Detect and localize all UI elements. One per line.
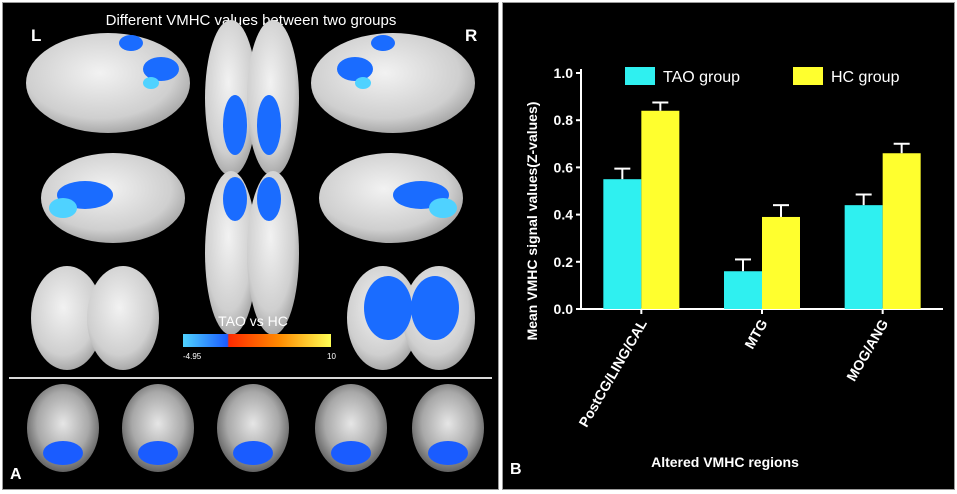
colorbar-max-label: 10 (327, 352, 336, 361)
colorbar-label: TAO vs HC (218, 313, 288, 329)
bar-tao-0 (603, 179, 642, 309)
axial-slice-4 (315, 384, 387, 472)
brain-right-lateral (311, 33, 475, 133)
axial-slices (27, 384, 484, 472)
y-tick-label: 1.0 (554, 65, 574, 81)
legend-swatch-0 (625, 67, 655, 85)
brain-inferior-view (205, 171, 299, 335)
y-tick-label: 0.6 (554, 159, 574, 175)
brain-superior-view (205, 20, 299, 176)
chart-legend: TAO group HC group (625, 67, 900, 86)
bar-tao-2 (844, 205, 883, 309)
chart-bars (603, 101, 921, 309)
panel-b-letter: B (510, 461, 522, 478)
brain-figure: Different VMHC values between two groups… (26, 12, 484, 472)
colorbar-min-label: -4.95 (183, 352, 202, 361)
y-tick-label: 0.4 (554, 207, 574, 223)
y-tick-label: 0.2 (554, 254, 574, 270)
brain-right-posterior (347, 266, 475, 370)
axial-slice-3 (217, 384, 289, 472)
legend-label-1: HC group (831, 69, 900, 86)
bar-tao-1 (724, 271, 762, 309)
brain-left-posterior (31, 266, 159, 370)
left-hemisphere-label: L (31, 26, 41, 45)
legend-label-0: TAO group (663, 69, 740, 86)
axial-slice-5 (412, 384, 484, 472)
x-tick-label: MOG/ANG (843, 316, 891, 383)
x-axis-label: Altered VMHC regions (651, 454, 799, 470)
bar-hc-1 (762, 216, 800, 309)
x-tick-label: PostCG/LING/CAL (575, 316, 650, 429)
brain-left-medial (41, 153, 185, 243)
brain-left-lateral (26, 33, 190, 133)
axial-slice-1 (27, 384, 99, 472)
panel-b-bar-chart: 0.0 0.2 0.4 0.6 0.8 1.0 PostCG/LING/CAL MTG MOG/… (502, 2, 955, 490)
right-hemisphere-label: R (465, 26, 477, 45)
axial-slice-2 (122, 384, 194, 472)
y-tick-label: 0.8 (554, 112, 574, 128)
panel-divider (9, 377, 492, 379)
bar-hc-2 (882, 153, 921, 309)
brain-right-medial (319, 153, 463, 243)
legend-swatch-1 (793, 67, 823, 85)
panel-a-brain-maps: Different VMHC values between two groups… (2, 2, 499, 490)
colorbar: TAO vs HC -4.95 10 (183, 313, 336, 361)
bar-hc-0 (641, 110, 680, 309)
panel-a-title: Different VMHC values between two groups (106, 12, 397, 29)
bar-chart: 0.0 0.2 0.4 0.6 0.8 1.0 PostCG/LING/CAL MTG MOG/… (524, 65, 943, 470)
y-axis-label: Mean VMHC signal values(Z-values) (524, 102, 540, 341)
y-tick-label: 0.0 (554, 301, 574, 317)
x-tick-label: MTG (741, 316, 770, 351)
panel-a-letter: A (10, 466, 22, 483)
